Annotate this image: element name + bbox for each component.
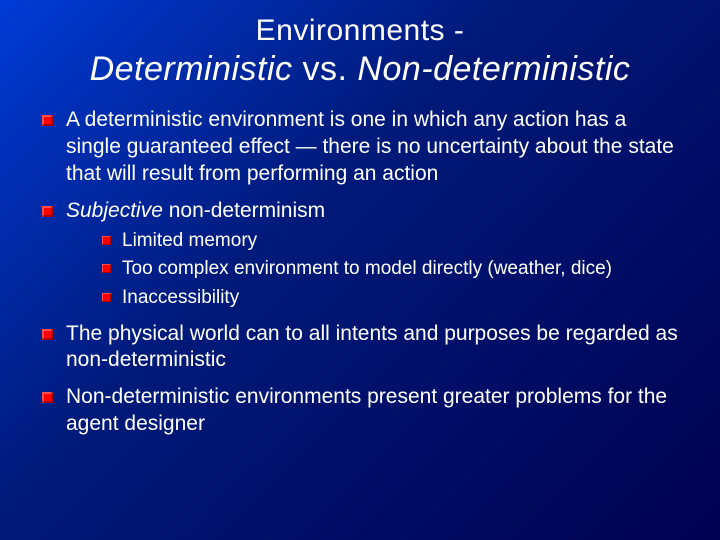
sub-bullet-item: Too complex environment to model directl… xyxy=(102,257,684,282)
title-italic-2: Non-deterministic xyxy=(357,50,630,88)
title-line2: Deterministic vs. Non-deterministic xyxy=(36,50,684,89)
bullet-item: A deterministic environment is one in wh… xyxy=(42,107,684,188)
title-italic-1: Deterministic xyxy=(90,50,293,88)
bullet-italic-word: Subjective xyxy=(66,199,163,222)
sub-bullet-item: Inaccessibility xyxy=(102,286,684,311)
bullet-item: The physical world can to all intents an… xyxy=(42,321,684,375)
bullet-item: Subjective non-determinism Limited memor… xyxy=(42,198,684,311)
title-line1: Environments - xyxy=(36,14,684,48)
sub-bullet-item: Limited memory xyxy=(102,229,684,254)
bullet-list: A deterministic environment is one in wh… xyxy=(42,107,684,438)
bullet-text: non-determinism xyxy=(163,199,325,222)
title-plain: vs. xyxy=(293,50,358,88)
sub-bullet-list: Limited memory Too complex environment t… xyxy=(102,229,684,311)
bullet-item: Non-deterministic environments present g… xyxy=(42,384,684,438)
slide: Environments - Deterministic vs. Non-det… xyxy=(0,0,720,540)
slide-title: Environments - Deterministic vs. Non-det… xyxy=(36,14,684,89)
